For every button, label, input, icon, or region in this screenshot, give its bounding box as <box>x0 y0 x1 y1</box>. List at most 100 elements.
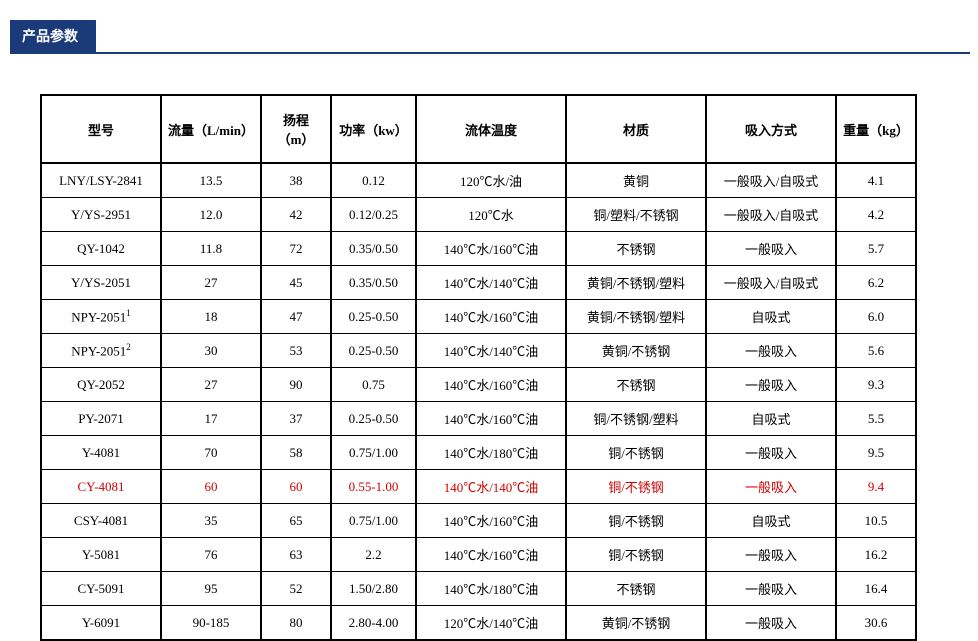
cell-model: Y/YS-2951 <box>41 198 161 232</box>
cell-weight: 5.6 <box>836 334 916 368</box>
table-row: QY-104211.8720.35/0.50140℃水/160℃油不锈钢一般吸入… <box>41 232 916 266</box>
cell-weight: 9.4 <box>836 470 916 504</box>
model-superscript: 2 <box>126 342 131 352</box>
cell-weight: 5.5 <box>836 402 916 436</box>
cell-flow: 35 <box>161 504 261 538</box>
cell-head: 60 <box>261 470 331 504</box>
cell-temp: 140℃水/160℃油 <box>416 504 566 538</box>
table-row: Y-508176632.2140℃水/160℃油铜/不锈钢一般吸入16.2 <box>41 538 916 572</box>
cell-flow: 30 <box>161 334 261 368</box>
section-header-wrap: 产品参数 <box>10 20 970 54</box>
col-temp: 流体温度 <box>416 95 566 163</box>
cell-suction: 一般吸入 <box>706 232 836 266</box>
cell-flow: 27 <box>161 368 261 402</box>
cell-head: 58 <box>261 436 331 470</box>
cell-material: 铜/不锈钢 <box>566 436 706 470</box>
cell-head: 52 <box>261 572 331 606</box>
cell-suction: 一般吸入 <box>706 538 836 572</box>
section-header: 产品参数 <box>10 20 96 52</box>
cell-model: Y-6091 <box>41 606 161 641</box>
cell-power: 2.80-4.00 <box>331 606 416 641</box>
cell-suction: 自吸式 <box>706 402 836 436</box>
cell-head: 45 <box>261 266 331 300</box>
cell-model: LNY/LSY-2841 <box>41 163 161 198</box>
cell-suction: 一般吸入/自吸式 <box>706 198 836 232</box>
col-model: 型号 <box>41 95 161 163</box>
cell-model: Y-4081 <box>41 436 161 470</box>
cell-weight: 10.5 <box>836 504 916 538</box>
cell-power: 0.12/0.25 <box>331 198 416 232</box>
cell-material: 铜/不锈钢 <box>566 538 706 572</box>
cell-flow: 70 <box>161 436 261 470</box>
cell-power: 0.25-0.50 <box>331 334 416 368</box>
cell-flow: 60 <box>161 470 261 504</box>
table-row: LNY/LSY-284113.5380.12120℃水/油黄铜一般吸入/自吸式4… <box>41 163 916 198</box>
cell-suction: 一般吸入/自吸式 <box>706 266 836 300</box>
cell-material: 不锈钢 <box>566 368 706 402</box>
cell-material: 不锈钢 <box>566 572 706 606</box>
cell-temp: 140℃水/180℃油 <box>416 572 566 606</box>
cell-suction: 一般吸入 <box>706 368 836 402</box>
cell-flow: 13.5 <box>161 163 261 198</box>
cell-material: 黄铜/不锈钢 <box>566 334 706 368</box>
table-row: Y/YS-295112.0420.12/0.25120℃水铜/塑料/不锈钢一般吸… <box>41 198 916 232</box>
cell-model: CY-5091 <box>41 572 161 606</box>
cell-head: 65 <box>261 504 331 538</box>
cell-temp: 140℃水/160℃油 <box>416 300 566 334</box>
cell-flow: 11.8 <box>161 232 261 266</box>
cell-head: 53 <box>261 334 331 368</box>
cell-material: 黄铜/不锈钢/塑料 <box>566 300 706 334</box>
cell-material: 不锈钢 <box>566 232 706 266</box>
cell-flow: 27 <box>161 266 261 300</box>
cell-model: PY-2071 <box>41 402 161 436</box>
cell-suction: 自吸式 <box>706 504 836 538</box>
table-row: CY-509195521.50/2.80140℃水/180℃油不锈钢一般吸入16… <box>41 572 916 606</box>
cell-flow: 12.0 <box>161 198 261 232</box>
table-row: CSY-408135650.75/1.00140℃水/160℃油铜/不锈钢自吸式… <box>41 504 916 538</box>
cell-head: 63 <box>261 538 331 572</box>
table-row: PY-207117370.25-0.50140℃水/160℃油铜/不锈钢/塑料自… <box>41 402 916 436</box>
col-suction: 吸入方式 <box>706 95 836 163</box>
cell-temp: 140℃水/160℃油 <box>416 538 566 572</box>
col-flow: 流量（L/min） <box>161 95 261 163</box>
col-material: 材质 <box>566 95 706 163</box>
cell-suction: 一般吸入/自吸式 <box>706 163 836 198</box>
table-row: Y-609190-185802.80-4.00120℃水/140℃油黄铜/不锈钢… <box>41 606 916 641</box>
cell-temp: 140℃水/160℃油 <box>416 232 566 266</box>
cell-weight: 16.2 <box>836 538 916 572</box>
cell-power: 1.50/2.80 <box>331 572 416 606</box>
cell-weight: 4.1 <box>836 163 916 198</box>
col-head: 扬程（m） <box>261 95 331 163</box>
cell-suction: 一般吸入 <box>706 572 836 606</box>
cell-weight: 30.6 <box>836 606 916 641</box>
cell-flow: 95 <box>161 572 261 606</box>
cell-model: Y/YS-2051 <box>41 266 161 300</box>
table-row: Y-408170580.75/1.00140℃水/180℃油铜/不锈钢一般吸入9… <box>41 436 916 470</box>
cell-temp: 120℃水/140℃油 <box>416 606 566 641</box>
cell-weight: 6.2 <box>836 266 916 300</box>
cell-material: 铜/不锈钢/塑料 <box>566 402 706 436</box>
cell-weight: 9.3 <box>836 368 916 402</box>
col-power: 功率（kw） <box>331 95 416 163</box>
cell-material: 铜/不锈钢 <box>566 470 706 504</box>
cell-temp: 140℃水/140℃油 <box>416 470 566 504</box>
cell-head: 38 <box>261 163 331 198</box>
cell-power: 0.25-0.50 <box>331 300 416 334</box>
cell-power: 0.75/1.00 <box>331 504 416 538</box>
cell-power: 0.25-0.50 <box>331 402 416 436</box>
cell-suction: 一般吸入 <box>706 470 836 504</box>
cell-suction: 一般吸入 <box>706 436 836 470</box>
cell-flow: 17 <box>161 402 261 436</box>
cell-model: CY-4081 <box>41 470 161 504</box>
cell-weight: 9.5 <box>836 436 916 470</box>
table-row: NPY-2051230530.25-0.50140℃水/140℃油黄铜/不锈钢一… <box>41 334 916 368</box>
cell-temp: 140℃水/180℃油 <box>416 436 566 470</box>
cell-head: 80 <box>261 606 331 641</box>
table-row: QY-205227900.75140℃水/160℃油不锈钢一般吸入9.3 <box>41 368 916 402</box>
cell-temp: 140℃水/140℃油 <box>416 266 566 300</box>
table-row: NPY-2051118470.25-0.50140℃水/160℃油黄铜/不锈钢/… <box>41 300 916 334</box>
cell-power: 2.2 <box>331 538 416 572</box>
cell-weight: 16.4 <box>836 572 916 606</box>
cell-head: 37 <box>261 402 331 436</box>
cell-model: NPY-20512 <box>41 334 161 368</box>
